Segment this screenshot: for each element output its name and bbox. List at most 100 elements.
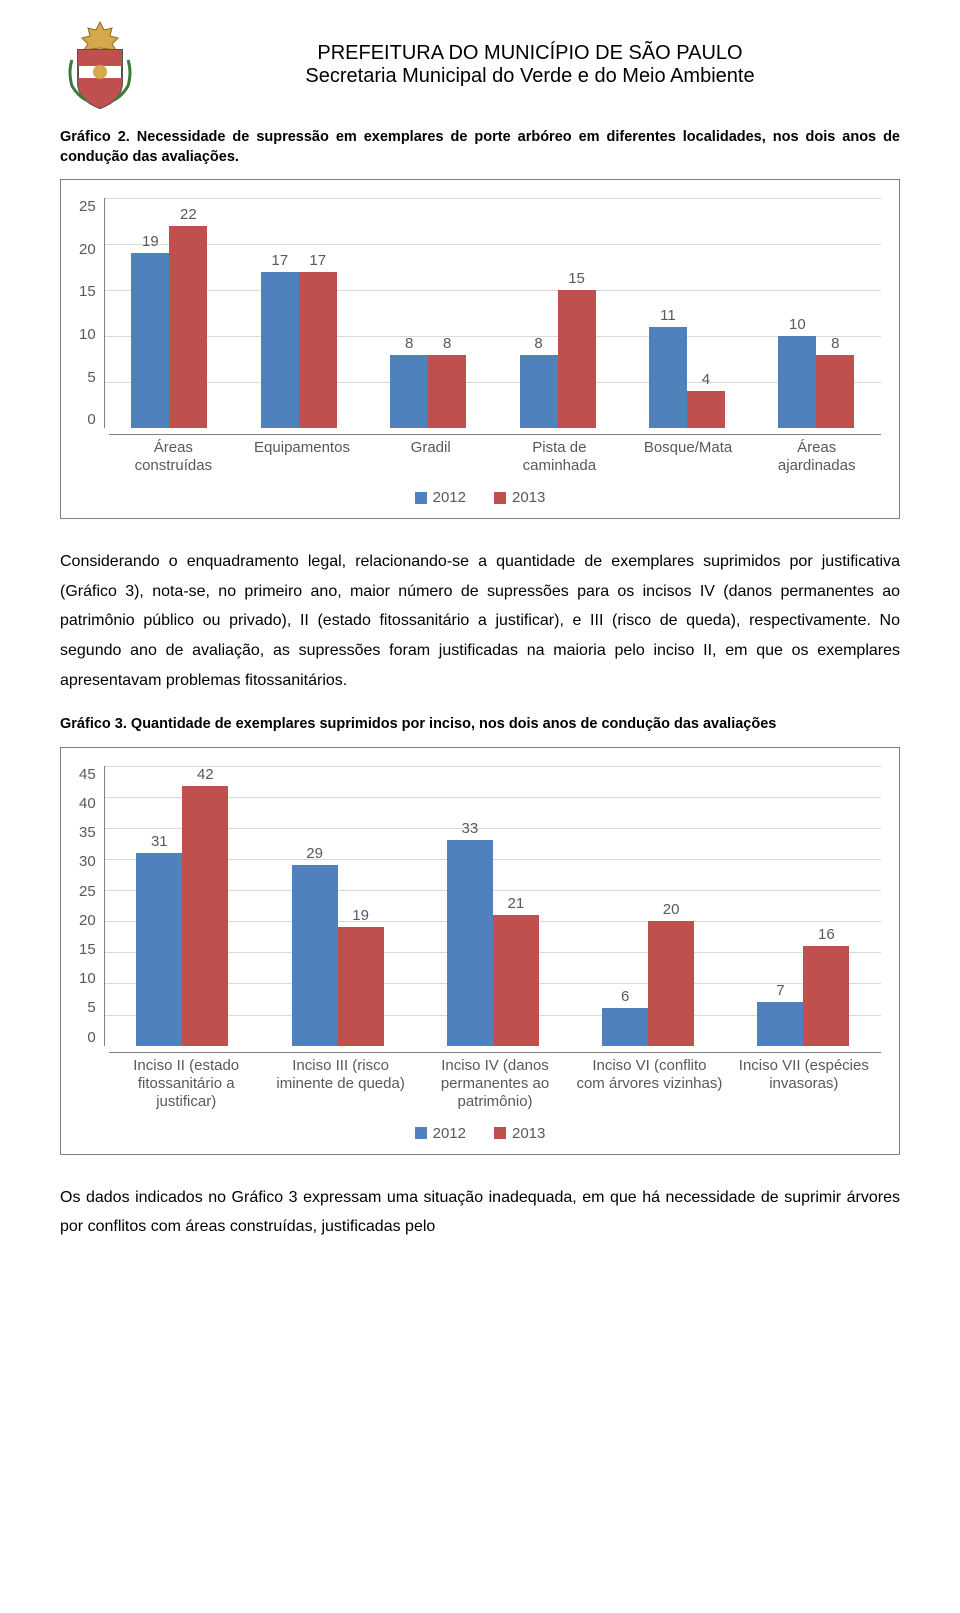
bar: [447, 840, 493, 1045]
y-tick-label: 0: [87, 1029, 95, 1046]
bar: [687, 391, 725, 428]
bar-value-label: 33: [462, 820, 479, 837]
bar-value-label: 15: [568, 270, 585, 287]
plot-area: 31 42 2919 33 21 6 20 7 16: [104, 766, 881, 1046]
bar-wrap: 20: [648, 766, 694, 1046]
y-tick-label: 10: [79, 970, 96, 987]
header-line2: Secretaria Municipal do Verde e do Meio …: [160, 65, 900, 88]
bar-value-label: 21: [508, 895, 525, 912]
bar-group: 1922: [105, 198, 234, 428]
bar: [816, 355, 854, 429]
header-line1: PREFEITURA DO MUNICÍPIO DE SÃO PAULO: [160, 42, 900, 65]
y-tick-label: 15: [79, 283, 96, 300]
bar-group: 2919: [260, 766, 415, 1046]
bar-value-label: 22: [180, 206, 197, 223]
legend-swatch: [415, 492, 427, 504]
bar-group: 8 15: [493, 198, 622, 428]
x-category-label: Pista de caminhada: [495, 439, 624, 475]
bar: [428, 355, 466, 429]
y-tick-label: 25: [79, 198, 96, 215]
bar: [602, 1008, 648, 1045]
y-tick-label: 35: [79, 824, 96, 841]
x-category-label: Áreas ajardinadas: [752, 439, 881, 475]
y-tick-label: 10: [79, 326, 96, 343]
bar-value-label: 16: [818, 926, 835, 943]
legend-swatch: [494, 1127, 506, 1139]
legend-label: 2013: [512, 1125, 545, 1142]
bar-value-label: 8: [534, 335, 542, 352]
bar-value-label: 4: [702, 371, 710, 388]
bar-group: 33 21: [415, 766, 570, 1046]
bar-groups: 1922171788815114108: [105, 198, 881, 428]
legend-label: 2012: [433, 1125, 466, 1142]
bar: [338, 927, 384, 1045]
legend-swatch: [415, 1127, 427, 1139]
bar-wrap: 8: [390, 198, 428, 428]
legend-item: 2012: [415, 1125, 466, 1142]
bar: [136, 853, 182, 1046]
bar-wrap: 17: [299, 198, 337, 428]
bar-wrap: 6: [602, 766, 648, 1046]
y-axis: 454035302520151050: [79, 766, 104, 1046]
bar-group: 114: [622, 198, 751, 428]
crest-icon: [60, 20, 140, 110]
bar-value-label: 31: [151, 833, 168, 850]
bar-group: 88: [363, 198, 492, 428]
bar-wrap: 22: [169, 198, 207, 428]
page-header: PREFEITURA DO MUNICÍPIO DE SÃO PAULO Sec…: [60, 20, 900, 110]
chart-area: 45 40 35 30 25 20 15 10 5 0 31 42 2919 33 21 6 20 7 16: [79, 766, 881, 1046]
chart1: 25201510501922171788815114108Áreas const…: [60, 179, 900, 519]
chart2: 45 40 35 30 25 20 15 10 5 0 31 42 2919 33 21 6 20 7 16 Inci…: [60, 747, 900, 1155]
y-tick-label: 5: [87, 999, 95, 1016]
bar: [292, 865, 338, 1045]
x-category-label: Gradil: [366, 439, 495, 475]
bar-value-label: 19: [142, 233, 159, 250]
bar-groups: 31 42 2919 33 21 6 20 7 16: [105, 766, 881, 1046]
x-category-label: Inciso II (estado fitossanitário a justi…: [109, 1057, 263, 1111]
bar-value-label: 10: [789, 316, 806, 333]
bar-wrap: 17: [261, 198, 299, 428]
bar: [169, 226, 207, 428]
bar-value-label: 8: [405, 335, 413, 352]
bar-wrap: 19: [338, 766, 384, 1046]
legend-item: 2012: [415, 489, 466, 506]
x-category-label: Inciso VII (espécies invasoras): [727, 1057, 881, 1111]
bar-wrap: 10: [778, 198, 816, 428]
y-tick-label: 5: [87, 369, 95, 386]
legend: 2012 2013: [79, 489, 881, 506]
bar-value-label: 7: [776, 982, 784, 999]
bar: [131, 253, 169, 428]
legend-item: 2013: [494, 489, 545, 506]
y-tick-label: 45: [79, 766, 96, 783]
header-text: PREFEITURA DO MUNICÍPIO DE SÃO PAULO Sec…: [160, 42, 900, 88]
bar-group: 31 42: [105, 766, 260, 1046]
bar: [803, 946, 849, 1046]
bar: [182, 786, 228, 1046]
bar: [299, 272, 337, 428]
legend-label: 2013: [512, 489, 545, 506]
bar-value-label: 42: [197, 766, 214, 783]
bar: [778, 336, 816, 428]
bar-wrap: 8: [428, 198, 466, 428]
bar-value-label: 8: [831, 335, 839, 352]
bar-value-label: 19: [352, 907, 369, 924]
bar: [261, 272, 299, 428]
y-tick-label: 30: [79, 853, 96, 870]
bar: [648, 921, 694, 1045]
x-axis-labels: Áreas construídasEquipamentosGradilPista…: [109, 434, 881, 475]
y-tick-label: 15: [79, 941, 96, 958]
y-tick-label: 40: [79, 795, 96, 812]
y-tick-label: 0: [87, 411, 95, 428]
plot-area: 1922171788815114108: [104, 198, 881, 428]
y-tick-label: 25: [79, 883, 96, 900]
bar-value-label: 17: [309, 252, 326, 269]
bar: [558, 290, 596, 428]
bar-group: 7 16: [726, 766, 881, 1046]
legend-swatch: [494, 492, 506, 504]
bar-value-label: 6: [621, 988, 629, 1005]
bar-value-label: 8: [443, 335, 451, 352]
bar-wrap: 4: [687, 198, 725, 428]
bar-wrap: 16: [803, 766, 849, 1046]
x-category-label: Inciso VI (conflito com árvores vizinhas…: [572, 1057, 726, 1111]
legend-label: 2012: [433, 489, 466, 506]
